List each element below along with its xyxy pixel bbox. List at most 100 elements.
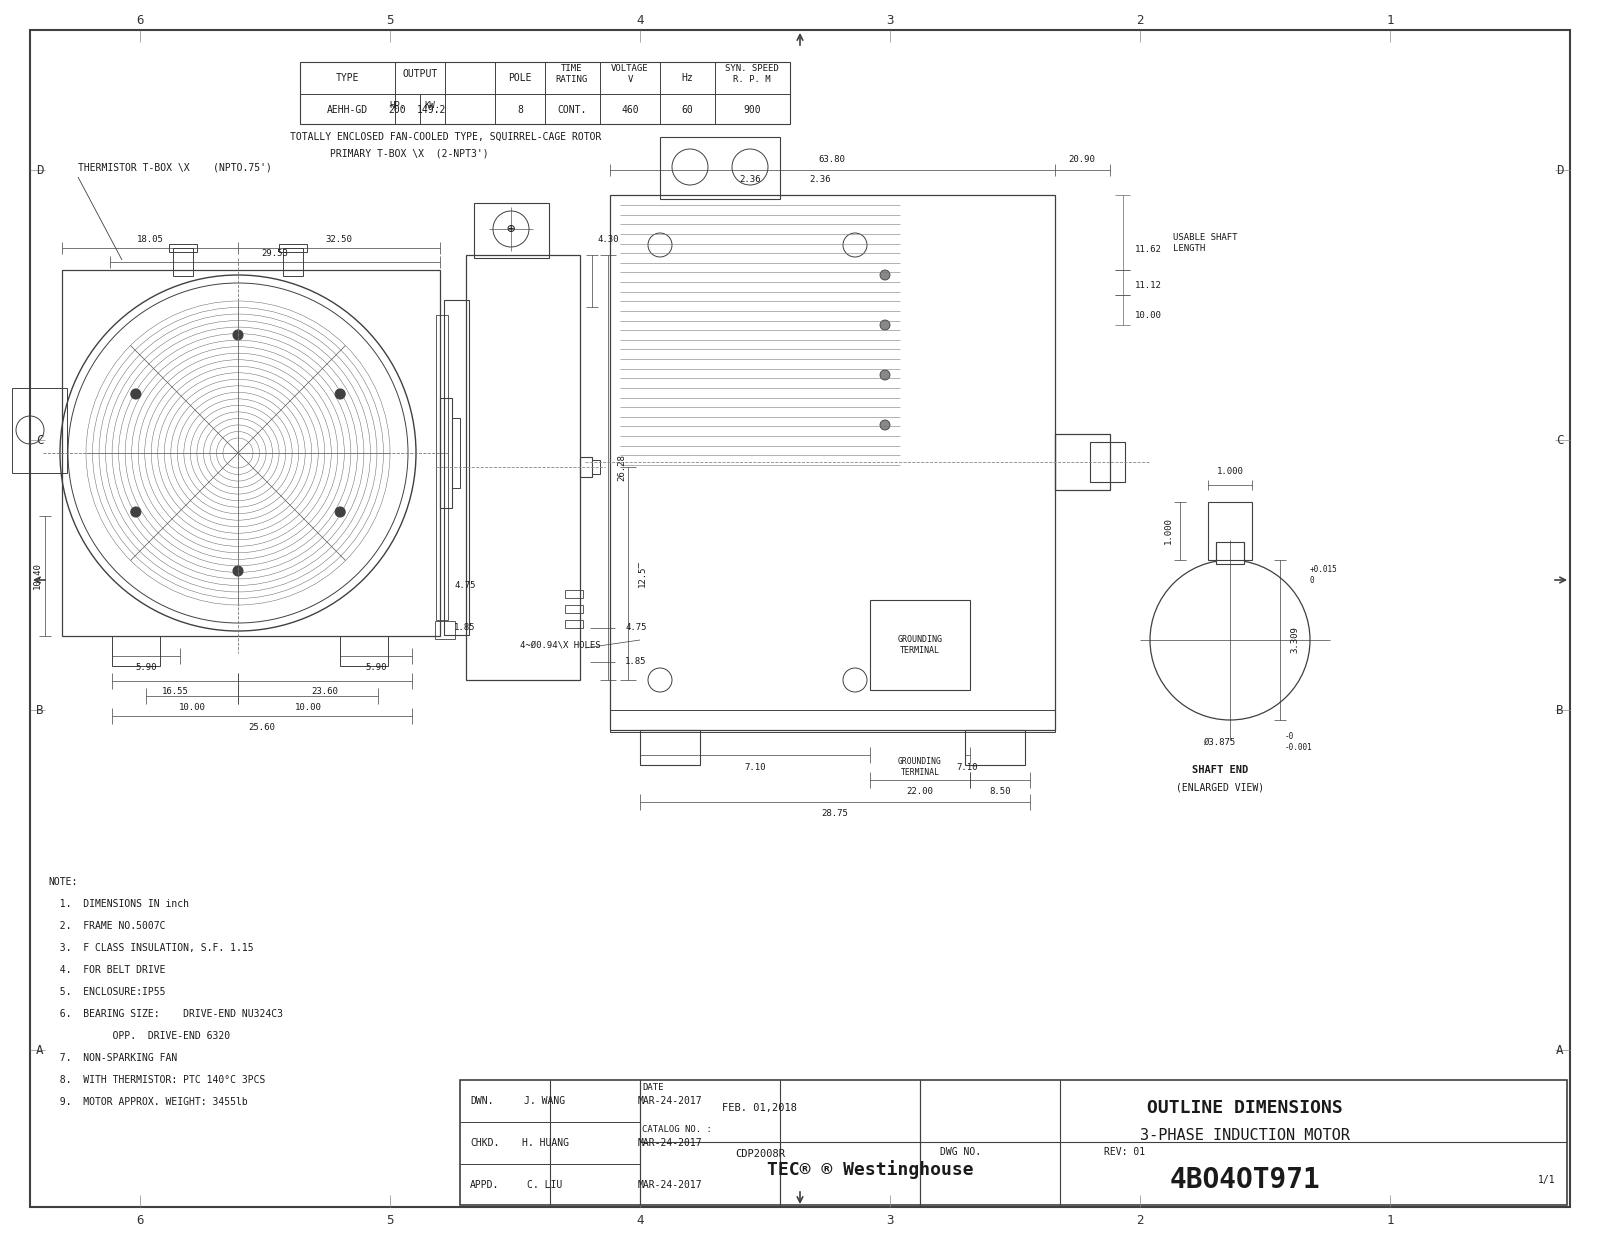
Circle shape bbox=[234, 330, 243, 340]
Text: 8.50: 8.50 bbox=[989, 788, 1011, 797]
Text: 7.  NON-SPARKING FAN: 7. NON-SPARKING FAN bbox=[48, 1053, 178, 1063]
Text: H. HUANG: H. HUANG bbox=[522, 1138, 568, 1148]
Bar bbox=[1054, 434, 1110, 490]
Text: CHKD.: CHKD. bbox=[470, 1138, 499, 1148]
Bar bbox=[592, 460, 600, 474]
Text: 22.00: 22.00 bbox=[907, 788, 933, 797]
Text: 5.90: 5.90 bbox=[136, 663, 157, 673]
Text: DATE: DATE bbox=[642, 1084, 664, 1092]
Text: 4: 4 bbox=[637, 1213, 643, 1227]
Text: 5.  ENCLOSURE:IP55: 5. ENCLOSURE:IP55 bbox=[48, 987, 165, 997]
Text: 1.85: 1.85 bbox=[454, 623, 475, 632]
Circle shape bbox=[334, 507, 346, 517]
Text: 4BO4OT971: 4BO4OT971 bbox=[1170, 1166, 1320, 1194]
Text: 4.30: 4.30 bbox=[598, 235, 619, 245]
Text: 7.10: 7.10 bbox=[744, 762, 766, 772]
Bar bbox=[579, 456, 592, 477]
Bar bbox=[870, 600, 970, 690]
Text: MAR-24-2017: MAR-24-2017 bbox=[638, 1096, 702, 1106]
Circle shape bbox=[880, 421, 890, 430]
Bar bbox=[661, 137, 781, 199]
Bar bbox=[440, 398, 453, 508]
Text: 2: 2 bbox=[1136, 14, 1144, 26]
Text: 10.00: 10.00 bbox=[294, 704, 322, 713]
Bar bbox=[278, 244, 307, 252]
Text: 1: 1 bbox=[1386, 14, 1394, 26]
Text: DWG NO.: DWG NO. bbox=[941, 1147, 981, 1157]
Bar bbox=[565, 620, 582, 628]
Text: 60: 60 bbox=[682, 105, 693, 115]
Text: 10.00: 10.00 bbox=[1134, 310, 1162, 319]
Text: C: C bbox=[37, 433, 43, 447]
Text: 2: 2 bbox=[1136, 1213, 1144, 1227]
Text: C. LIU: C. LIU bbox=[528, 1180, 563, 1190]
Text: 28.75: 28.75 bbox=[821, 809, 848, 819]
Text: OUTPUT: OUTPUT bbox=[402, 69, 438, 79]
Text: 10.40: 10.40 bbox=[32, 563, 42, 590]
Text: 2.36: 2.36 bbox=[739, 176, 760, 184]
Text: 6: 6 bbox=[136, 1213, 144, 1227]
Text: 460: 460 bbox=[621, 105, 638, 115]
Text: (ENLARGED VIEW): (ENLARGED VIEW) bbox=[1176, 783, 1264, 793]
Text: 10.00: 10.00 bbox=[179, 704, 205, 713]
Text: HP.: HP. bbox=[389, 101, 405, 110]
Text: CATALOG NO. :: CATALOG NO. : bbox=[642, 1126, 712, 1134]
Text: 4.75: 4.75 bbox=[454, 581, 475, 590]
Text: 1: 1 bbox=[1386, 1213, 1394, 1227]
Bar bbox=[610, 195, 1054, 730]
Text: 4.  FOR BELT DRIVE: 4. FOR BELT DRIVE bbox=[48, 965, 165, 975]
Text: D: D bbox=[37, 163, 43, 177]
Text: 6: 6 bbox=[136, 14, 144, 26]
Bar bbox=[301, 62, 790, 124]
Text: FEB. 01,2018: FEB. 01,2018 bbox=[723, 1103, 797, 1113]
Text: SHAFT END: SHAFT END bbox=[1192, 764, 1248, 776]
Bar bbox=[1208, 502, 1251, 560]
Text: 149.2: 149.2 bbox=[418, 105, 446, 115]
Bar bbox=[565, 590, 582, 597]
Text: 1.000: 1.000 bbox=[1163, 517, 1173, 544]
Text: 18.05: 18.05 bbox=[136, 235, 163, 245]
Text: C: C bbox=[1557, 433, 1563, 447]
Text: CONT.: CONT. bbox=[557, 105, 587, 115]
Text: REV: 01: REV: 01 bbox=[1104, 1147, 1146, 1157]
Text: 9.  MOTOR APPROX. WEIGHT: 3455lb: 9. MOTOR APPROX. WEIGHT: 3455lb bbox=[48, 1097, 248, 1107]
Circle shape bbox=[131, 388, 141, 400]
Text: 16.55: 16.55 bbox=[162, 688, 189, 696]
Text: 4: 4 bbox=[637, 14, 643, 26]
Text: 25.60: 25.60 bbox=[248, 724, 275, 732]
Text: 8.  WITH THERMISTOR: PTC 140°C 3PCS: 8. WITH THERMISTOR: PTC 140°C 3PCS bbox=[48, 1075, 266, 1085]
Bar bbox=[170, 244, 197, 252]
Text: ⊕: ⊕ bbox=[507, 221, 515, 236]
Text: +0.015
0: +0.015 0 bbox=[1310, 565, 1338, 585]
Text: SYN. SPEED
R. P. M: SYN. SPEED R. P. M bbox=[725, 64, 779, 84]
Text: THERMISTOR T-BOX \X    (NPTO.75'): THERMISTOR T-BOX \X (NPTO.75') bbox=[78, 162, 272, 172]
Text: 1.000: 1.000 bbox=[1216, 468, 1243, 476]
Text: CDP2008R: CDP2008R bbox=[734, 1149, 786, 1159]
Text: 12.5̅: 12.5̅ bbox=[637, 560, 646, 586]
Text: 63.80: 63.80 bbox=[819, 156, 845, 165]
Text: DWN.: DWN. bbox=[470, 1096, 493, 1106]
Text: USABLE SHAFT
LENGTH: USABLE SHAFT LENGTH bbox=[1173, 234, 1237, 252]
Text: 1.  DIMENSIONS IN inch: 1. DIMENSIONS IN inch bbox=[48, 899, 189, 909]
Text: 4.75: 4.75 bbox=[626, 623, 646, 632]
Text: Hz: Hz bbox=[682, 73, 693, 83]
Circle shape bbox=[334, 388, 346, 400]
Bar bbox=[565, 605, 582, 614]
Text: 2.36: 2.36 bbox=[810, 176, 830, 184]
Text: B: B bbox=[1557, 704, 1563, 716]
Text: 200: 200 bbox=[389, 105, 406, 115]
Bar bbox=[640, 730, 701, 764]
Text: 7.10: 7.10 bbox=[957, 762, 978, 772]
Text: APPD.: APPD. bbox=[470, 1180, 499, 1190]
Text: 11.62: 11.62 bbox=[1134, 245, 1162, 255]
Text: POLE: POLE bbox=[509, 73, 531, 83]
Text: 3: 3 bbox=[886, 14, 894, 26]
Bar bbox=[474, 203, 549, 259]
Text: 4~Ø0.94\X HOLES: 4~Ø0.94\X HOLES bbox=[520, 641, 600, 649]
Text: 23.60: 23.60 bbox=[312, 688, 339, 696]
Text: AEHH-GD: AEHH-GD bbox=[326, 105, 368, 115]
Bar bbox=[62, 270, 440, 636]
Text: GROUNDING
TERMINAL: GROUNDING TERMINAL bbox=[898, 636, 942, 654]
Text: 3-PHASE INDUCTION MOTOR: 3-PHASE INDUCTION MOTOR bbox=[1141, 1127, 1350, 1143]
Bar bbox=[1090, 442, 1125, 482]
